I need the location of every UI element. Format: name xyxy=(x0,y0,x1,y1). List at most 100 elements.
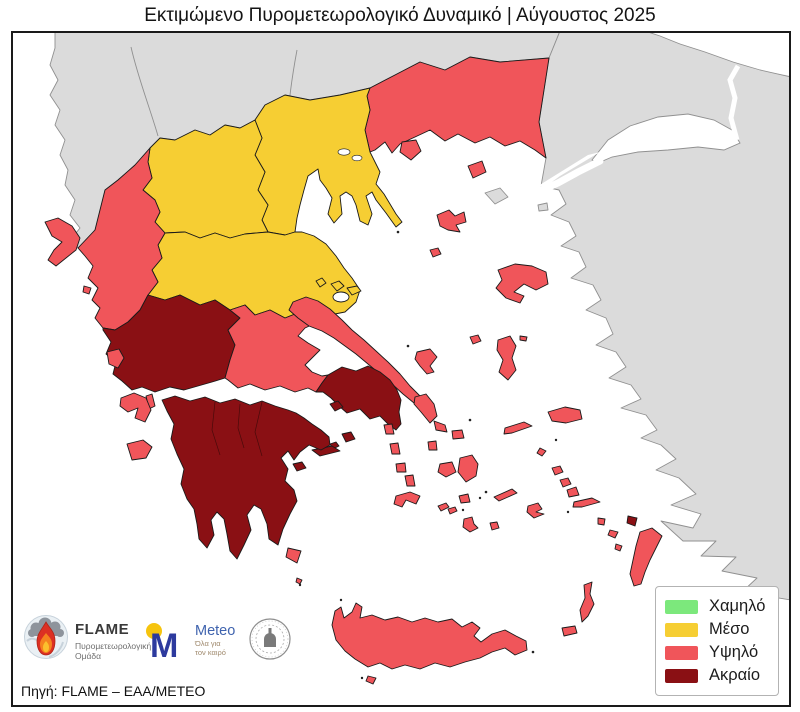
meteo-logo: M Meteo Όλα για τον καιρό xyxy=(146,623,235,663)
island-naxos xyxy=(457,454,479,483)
peloponnese-internal-borders xyxy=(211,401,263,457)
source-caption: Πηγή: FLAME – ΕΑΑ/ΜΕΤΕΟ xyxy=(21,683,206,699)
greek-regions xyxy=(44,56,663,685)
island-thasos xyxy=(399,139,422,161)
region-north-aegean-islands xyxy=(399,139,583,457)
flame-logo-text: FLAME Πυρομετεωρολογική Ομάδα xyxy=(75,621,151,661)
region-crete xyxy=(331,602,528,685)
turkish-seas xyxy=(536,33,789,195)
legend-item-extreme: Ακραίο xyxy=(665,664,770,687)
footer: FLAME Πυρομετεωρολογική Ομάδα M Meteo Όλ… xyxy=(19,613,319,699)
legend: Χαμηλό Μέσο Υψηλό Ακραίο xyxy=(655,586,779,696)
legend-swatch-medium xyxy=(665,622,698,637)
island-patmos xyxy=(551,465,564,476)
island-antikythera xyxy=(295,577,303,585)
island-serifos xyxy=(395,462,407,473)
island-folegandros xyxy=(437,502,450,512)
island-kythira xyxy=(285,547,302,564)
island-andros xyxy=(413,393,438,424)
legend-item-low: Χαμηλό xyxy=(665,595,770,618)
black-sea-coast xyxy=(649,33,789,78)
legend-swatch-low xyxy=(665,599,698,614)
flame-logo-subtitle-1: Πυρομετεωρολογική xyxy=(75,641,152,651)
region-ionian-islands xyxy=(44,217,303,585)
legend-item-high: Υψηλό xyxy=(665,641,770,664)
gulf-of-saros xyxy=(538,152,600,187)
flame-logo-subtitle-2: Ομάδα xyxy=(75,651,102,661)
neighbor-island-bozcaada xyxy=(537,202,549,212)
island-paxoi xyxy=(82,285,92,295)
legend-label-extreme: Ακραίο xyxy=(709,666,761,684)
legend-swatch-high xyxy=(665,645,698,660)
island-samothraki xyxy=(467,160,487,179)
island-corfu xyxy=(44,217,81,267)
island-ikaria xyxy=(503,421,533,435)
lake-volvi xyxy=(337,148,351,156)
island-psara xyxy=(469,334,482,345)
island-leros xyxy=(559,477,572,488)
sea-of-marmara xyxy=(591,113,741,164)
meteo-logo-name: Meteo xyxy=(195,623,235,639)
island-limnos xyxy=(436,209,467,233)
island-spetses xyxy=(292,461,307,472)
island-kefalonia xyxy=(119,392,152,423)
island-symi xyxy=(626,515,638,527)
island-ios xyxy=(458,493,471,504)
island-zakynthos xyxy=(126,439,153,461)
island-astypalaia xyxy=(526,502,545,519)
island-syros xyxy=(427,440,438,451)
region-dodecanese xyxy=(526,465,663,637)
neighbor-island-imbros xyxy=(484,187,509,205)
island-kasos xyxy=(561,625,578,637)
legend-swatch-extreme xyxy=(665,668,698,683)
island-rhodes xyxy=(629,527,663,587)
page-title: Εκτιμώμενο Πυρομετεωρολογικό Δυναμικό | … xyxy=(144,5,656,26)
meteo-m-glyph: M xyxy=(150,627,178,663)
island-karpathos xyxy=(579,581,595,623)
meteo-tagline-1: Όλα για xyxy=(194,639,221,648)
island-chalki xyxy=(614,543,623,552)
island-nisyros xyxy=(597,517,606,526)
meteo-tagline-2: τον καιρό xyxy=(195,648,226,657)
island-tinos xyxy=(433,420,448,433)
region-peloponnese xyxy=(161,395,331,560)
legend-label-low: Χαμηλό xyxy=(709,597,766,615)
flame-logo-name: FLAME xyxy=(75,621,130,638)
island-anafi xyxy=(489,521,500,531)
island-salamina xyxy=(329,400,344,412)
island-fourni xyxy=(536,447,547,457)
island-chios xyxy=(496,335,517,381)
greece-choropleth-map xyxy=(44,33,789,685)
island-oinousses xyxy=(519,335,528,342)
pagasetic-gulf xyxy=(332,291,350,303)
black-sea xyxy=(650,33,789,76)
island-crete xyxy=(331,602,528,670)
noa-seal-icon xyxy=(249,618,291,660)
region-sporades-islands xyxy=(315,277,362,296)
internal-border-albania-nmk xyxy=(130,46,159,137)
island-aegina xyxy=(341,431,356,443)
region-cyclades xyxy=(383,393,518,533)
map-frame: Χαμηλό Μέσο Υψηλό Ακραίο xyxy=(11,31,791,707)
flame-logo-icon xyxy=(24,615,68,659)
island-kythnos xyxy=(389,442,401,455)
region-western-greece xyxy=(102,294,241,393)
region-saronic-islands xyxy=(292,400,356,472)
island-lefkada xyxy=(106,348,125,369)
meteo-sun-icon xyxy=(146,623,162,639)
island-mykonos xyxy=(451,429,465,440)
island-milos xyxy=(393,491,421,508)
island-lesbos xyxy=(495,263,549,304)
island-kos xyxy=(572,497,601,508)
island-samos xyxy=(547,406,583,424)
island-kalymnos xyxy=(566,486,580,498)
legend-item-medium: Μέσο xyxy=(665,618,770,641)
region-east-macedonia-thrace xyxy=(364,56,550,159)
island-skyros xyxy=(414,348,438,375)
island-amorgos xyxy=(493,488,518,502)
legend-label-high: Υψηλό xyxy=(709,643,759,661)
strait-bosphorus xyxy=(727,64,741,141)
island-agios-efstratios xyxy=(429,247,442,258)
island-paros xyxy=(437,461,457,478)
island-santorini xyxy=(462,516,479,533)
